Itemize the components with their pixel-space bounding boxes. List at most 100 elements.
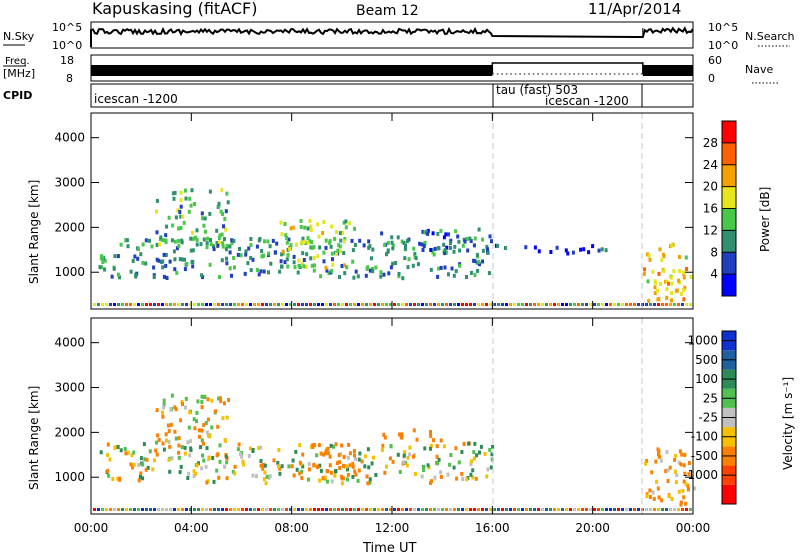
echo-cell xyxy=(453,303,456,306)
echo-cell xyxy=(496,243,500,248)
echo-cell xyxy=(461,243,465,248)
echo-cell xyxy=(309,508,312,511)
echo-cell xyxy=(685,303,688,306)
echo-cell xyxy=(172,249,176,254)
echo-cell xyxy=(348,451,352,456)
echo-cell xyxy=(257,508,260,511)
echo-cell xyxy=(293,508,296,511)
echo-cell xyxy=(232,238,236,243)
echo-cell xyxy=(300,262,304,267)
echo-cell xyxy=(273,250,277,255)
echo-cell xyxy=(409,508,412,511)
velocity-y-tick-label: 1000 xyxy=(54,470,85,484)
echo-cell xyxy=(367,465,371,470)
echo-cell xyxy=(383,470,387,475)
echo-cell xyxy=(157,438,161,442)
echo-cell xyxy=(200,466,204,471)
echo-cell xyxy=(173,508,176,511)
echo-cell xyxy=(381,443,385,448)
echo-cell xyxy=(173,239,177,244)
echo-cell xyxy=(340,264,344,268)
echo-cell xyxy=(173,267,177,272)
echo-cell xyxy=(525,303,528,306)
echo-cell xyxy=(145,303,148,306)
echo-cell xyxy=(670,497,674,501)
station-title: Kapuskasing (fitACF) xyxy=(92,0,257,18)
echo-cell xyxy=(318,463,322,468)
echo-cell xyxy=(390,240,394,245)
echo-cell xyxy=(346,455,350,460)
echo-cell xyxy=(155,242,159,247)
echo-cell xyxy=(109,303,112,306)
echo-cell xyxy=(178,209,182,214)
echo-cell xyxy=(665,303,668,306)
echo-cell xyxy=(485,303,488,306)
echo-cell xyxy=(281,508,284,511)
echo-cell xyxy=(126,450,130,455)
echo-cell xyxy=(257,272,261,277)
echo-cell xyxy=(659,458,663,463)
echo-cell xyxy=(217,240,221,245)
echo-cell xyxy=(238,247,241,251)
echo-cell xyxy=(449,453,453,457)
echo-cell xyxy=(290,464,294,469)
echo-cell xyxy=(142,442,146,447)
echo-cell xyxy=(340,481,344,486)
echo-cell xyxy=(93,303,96,306)
echo-cell xyxy=(265,474,269,479)
freq-fast-level xyxy=(491,62,644,74)
echo-cell xyxy=(371,247,375,252)
echo-cell xyxy=(489,465,493,470)
echo-cell xyxy=(141,260,145,265)
echo-cell xyxy=(309,224,313,229)
power-colorbar-swatch xyxy=(722,252,736,275)
echo-cell xyxy=(113,508,116,511)
echo-cell xyxy=(195,463,199,468)
echo-cell xyxy=(365,474,369,479)
echo-cell xyxy=(103,267,107,272)
echo-cell xyxy=(569,508,572,511)
echo-cell xyxy=(178,257,182,262)
echo-cell xyxy=(99,256,103,261)
power-colorbar-tick-label: 28 xyxy=(703,136,718,150)
echo-cell xyxy=(513,508,516,511)
power-y-tick-label: 1000 xyxy=(54,265,85,279)
echo-cell xyxy=(683,285,687,290)
echo-cell xyxy=(426,228,430,233)
echo-cell xyxy=(657,495,661,500)
echo-cell xyxy=(600,247,604,252)
echo-cell xyxy=(657,508,660,511)
echo-cell xyxy=(259,269,263,274)
echo-cell xyxy=(190,259,194,264)
echo-cell xyxy=(295,467,299,472)
echo-cell xyxy=(473,303,476,306)
echo-cell xyxy=(665,295,669,300)
echo-cell xyxy=(280,464,284,469)
echo-cell xyxy=(209,303,212,306)
echo-cell xyxy=(425,303,428,306)
echo-cell xyxy=(675,473,679,478)
echo-cell xyxy=(184,396,188,401)
echo-cell xyxy=(354,457,357,461)
echo-cell xyxy=(173,429,177,434)
echo-cell xyxy=(316,254,320,259)
echo-cell xyxy=(621,303,624,306)
echo-cell xyxy=(673,508,676,511)
echo-cell xyxy=(205,430,209,435)
echo-cell xyxy=(417,303,420,306)
echo-cell xyxy=(133,303,136,306)
echo-cell xyxy=(225,476,229,481)
echo-cell xyxy=(191,248,195,253)
echo-cell xyxy=(402,453,406,458)
echo-cell xyxy=(684,255,688,260)
echo-cell xyxy=(325,479,329,484)
echo-cell xyxy=(203,216,207,221)
echo-cell xyxy=(433,246,437,251)
echo-cell xyxy=(653,508,656,511)
echo-cell xyxy=(353,226,357,231)
echo-cell xyxy=(486,467,490,472)
echo-cell xyxy=(368,480,372,485)
echo-cell xyxy=(249,243,253,247)
echo-cell xyxy=(324,451,328,456)
echo-cell xyxy=(463,239,467,244)
